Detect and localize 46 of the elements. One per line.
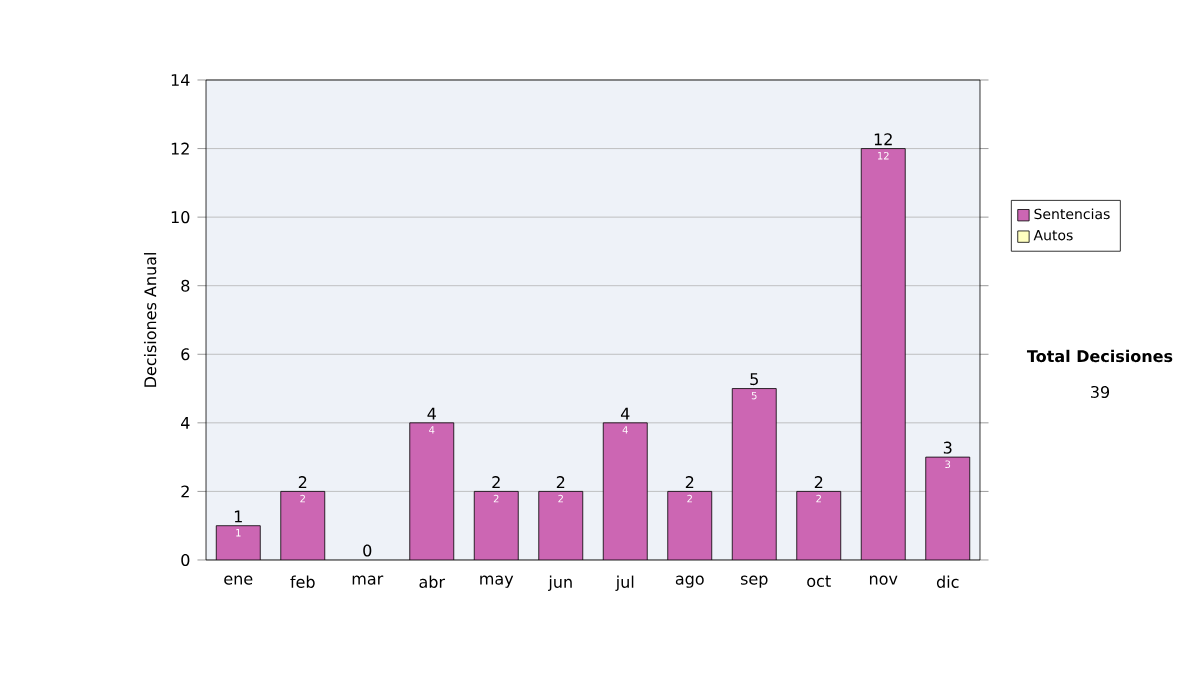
- total-label: 2: [685, 476, 694, 488]
- bar: [667, 491, 712, 560]
- total-label: 5: [750, 373, 758, 386]
- bar: [538, 491, 583, 560]
- y-tick-label: 8: [181, 279, 190, 292]
- text: Total Decisiones: [1026, 349, 1173, 363]
- y-tick-label: 2: [181, 485, 189, 498]
- total-label: 4: [620, 407, 630, 420]
- y-tick-label: 10: [171, 211, 190, 224]
- total-label: 3: [943, 441, 952, 454]
- total-label: 2: [814, 476, 823, 488]
- x-tick-label: may: [480, 575, 514, 588]
- x-tick-label: ene: [224, 575, 253, 585]
- bar: [280, 491, 326, 560]
- bar: [925, 456, 971, 560]
- bar: [796, 491, 841, 560]
- x-tick-label: jul: [615, 575, 634, 592]
- total-label: 2: [298, 476, 307, 488]
- bar: [732, 388, 777, 560]
- total-label: 0: [363, 544, 372, 557]
- total-label: 12: [874, 133, 892, 146]
- x-tick-label: sep: [740, 575, 768, 588]
- y-tick-label: 14: [171, 74, 190, 86]
- bar: [474, 491, 519, 560]
- x-tick-label: oct: [807, 575, 831, 588]
- bar: [215, 525, 261, 560]
- bar: [603, 422, 648, 560]
- text: 39: [1091, 385, 1110, 399]
- y-tick-label: 6: [181, 348, 190, 361]
- x-tick-label: dic: [936, 575, 959, 588]
- total-label: 4: [427, 407, 436, 420]
- y-tick-label: 12: [171, 142, 189, 155]
- x-tick-label: feb: [290, 575, 315, 588]
- x-tick-label: abr: [419, 575, 446, 588]
- y-axis-title: Decisiones Anual: [143, 253, 157, 387]
- total-label: 2: [492, 476, 500, 488]
- y-tick-label: 0: [181, 553, 190, 567]
- total-label: 2: [556, 476, 565, 488]
- x-tick-label: ago: [675, 575, 704, 588]
- x-tick-label: jun: [548, 575, 572, 592]
- y-tick-label: 4: [181, 417, 190, 429]
- x-tick-label: nov: [869, 575, 898, 585]
- total-label: 1: [234, 510, 242, 523]
- bar: [861, 148, 906, 560]
- x-tick-label: mar: [352, 575, 384, 585]
- bar: [409, 422, 454, 560]
